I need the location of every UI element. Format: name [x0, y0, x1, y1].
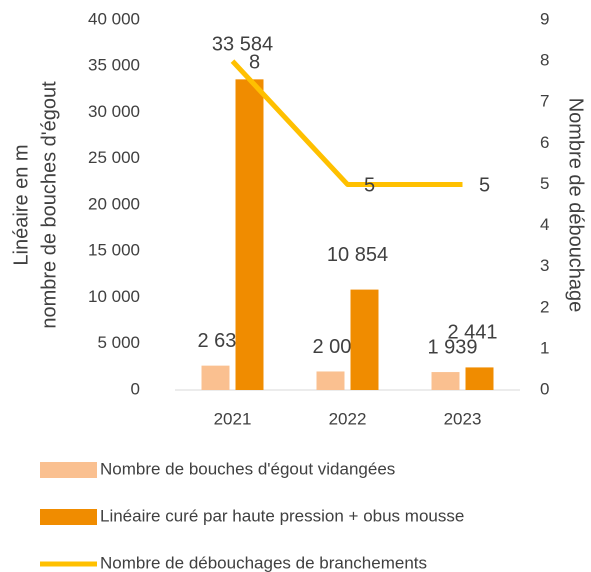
legend-label: Linéaire curé par haute pression + obus … — [100, 506, 464, 525]
data-label: 2 441 — [447, 322, 497, 344]
y-tick-label: 40 000 — [88, 9, 140, 28]
bar — [201, 365, 230, 390]
legend-label: Nombre de débouchages de branchements — [100, 553, 427, 572]
data-label: 2 634 — [197, 330, 247, 352]
y-tick-label: 20 000 — [88, 194, 140, 213]
data-label: 8 — [249, 51, 260, 73]
x-tick-label: 2023 — [444, 409, 482, 428]
y2-tick-label: 3 — [540, 256, 549, 275]
data-label: 2 003 — [312, 336, 362, 358]
bar — [350, 289, 379, 390]
legend-swatch — [40, 509, 97, 525]
data-label: 5 — [364, 175, 375, 197]
y-axis-label: Linéaire en m — [10, 144, 32, 265]
y2-tick-label: 5 — [540, 174, 549, 193]
data-label: 33 584 — [212, 34, 273, 56]
y2-tick-label: 2 — [540, 297, 549, 316]
y2-tick-label: 4 — [540, 215, 549, 234]
y2-tick-label: 0 — [540, 379, 549, 398]
legend-swatch — [40, 462, 97, 478]
y-tick-label: 25 000 — [88, 148, 140, 167]
y2-tick-label: 7 — [540, 92, 549, 111]
y-axis-label: nombre de bouches d'égout — [38, 81, 60, 329]
line — [230, 59, 463, 187]
legend-label: Nombre de bouches d'égout vidangées — [100, 459, 395, 478]
bar — [316, 371, 345, 390]
y2-tick-label: 8 — [540, 51, 549, 70]
y-tick-label: 35 000 — [88, 56, 140, 75]
x-tick-label: 2021 — [214, 409, 252, 428]
y2-axis-label: Nombre de débouchage — [565, 98, 587, 313]
y2-tick-label: 6 — [540, 133, 549, 152]
bar — [465, 367, 494, 390]
bar — [431, 372, 460, 390]
data-label: 5 — [479, 175, 490, 197]
y2-tick-label: 1 — [540, 338, 549, 357]
data-label: 1 939 — [427, 336, 477, 358]
x-tick-label: 2022 — [329, 409, 367, 428]
y-tick-label: 10 000 — [88, 287, 140, 306]
y-tick-label: 0 — [131, 379, 140, 398]
y-tick-label: 5 000 — [97, 333, 140, 352]
y2-tick-label: 9 — [540, 9, 549, 28]
y-tick-label: 30 000 — [88, 102, 140, 121]
y-tick-label: 15 000 — [88, 241, 140, 260]
bar — [235, 79, 264, 391]
data-label: 10 854 — [327, 244, 388, 266]
